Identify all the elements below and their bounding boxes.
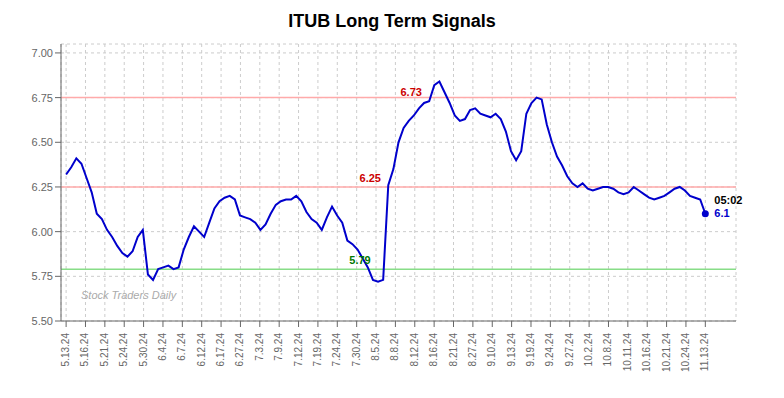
svg-text:7.30.24: 7.30.24 <box>351 333 362 367</box>
svg-text:5.16.24: 5.16.24 <box>79 333 90 367</box>
svg-text:5.13.24: 5.13.24 <box>60 333 71 367</box>
svg-text:10.8.24: 10.8.24 <box>602 333 613 367</box>
svg-text:5.24.24: 5.24.24 <box>118 333 129 367</box>
svg-text:6.27.24: 6.27.24 <box>234 333 245 367</box>
svg-text:7.24.24: 7.24.24 <box>331 333 342 367</box>
svg-text:9.27.24: 9.27.24 <box>564 333 575 367</box>
svg-text:8.16.24: 8.16.24 <box>428 333 439 367</box>
svg-text:6.1: 6.1 <box>714 207 729 219</box>
svg-text:8.21.24: 8.21.24 <box>448 333 459 367</box>
svg-text:7.12.24: 7.12.24 <box>293 333 304 367</box>
svg-text:7.9.24: 7.9.24 <box>273 333 284 361</box>
html-text:Stock Traders Daily: Stock Traders Daily <box>81 289 177 301</box>
svg-text:5.21.24: 5.21.24 <box>99 333 110 367</box>
svg-text:6.17.24: 6.17.24 <box>215 333 226 367</box>
svg-text:7.00: 7.00 <box>32 47 53 59</box>
svg-text:6.50: 6.50 <box>32 136 53 148</box>
svg-text:9.19.24: 9.19.24 <box>525 333 536 367</box>
svg-text:10.11.24: 10.11.24 <box>622 333 633 372</box>
svg-text:10.16.24: 10.16.24 <box>641 333 652 372</box>
svg-text:9.24.24: 9.24.24 <box>544 333 555 367</box>
svg-text:10.24.24: 10.24.24 <box>680 333 691 372</box>
svg-text:10.21.24: 10.21.24 <box>661 333 672 372</box>
svg-text:6.00: 6.00 <box>32 226 53 238</box>
svg-text:6.75: 6.75 <box>32 92 53 104</box>
svg-text:5.50: 5.50 <box>32 315 53 327</box>
svg-text:8.5.24: 8.5.24 <box>370 333 381 361</box>
svg-text:10.2.24: 10.2.24 <box>583 333 594 367</box>
svg-text:7.3.24: 7.3.24 <box>254 333 265 361</box>
svg-text:05:02: 05:02 <box>714 194 742 206</box>
svg-text:6.25: 6.25 <box>360 172 381 184</box>
svg-text:7.19.24: 7.19.24 <box>312 333 323 367</box>
svg-text:5.75: 5.75 <box>32 270 53 282</box>
html-text:ITUB Long Term Signals: ITUB Long Term Signals <box>288 11 496 31</box>
svg-text:6.73: 6.73 <box>400 86 421 98</box>
svg-text:8.27.24: 8.27.24 <box>467 333 478 367</box>
svg-text:8.12.24: 8.12.24 <box>409 333 420 367</box>
svg-text:5.79: 5.79 <box>349 254 370 266</box>
svg-text:6.7.24: 6.7.24 <box>176 333 187 361</box>
svg-text:9.10.24: 9.10.24 <box>486 333 497 367</box>
svg-text:5.30.24: 5.30.24 <box>138 333 149 367</box>
svg-text:9.13.24: 9.13.24 <box>506 333 517 367</box>
svg-text:6.12.24: 6.12.24 <box>196 333 207 367</box>
svg-text:6.4.24: 6.4.24 <box>157 333 168 361</box>
svg-text:6.25: 6.25 <box>32 181 53 193</box>
svg-text:8.8.24: 8.8.24 <box>389 333 400 361</box>
svg-text:11.13.24: 11.13.24 <box>699 333 710 372</box>
